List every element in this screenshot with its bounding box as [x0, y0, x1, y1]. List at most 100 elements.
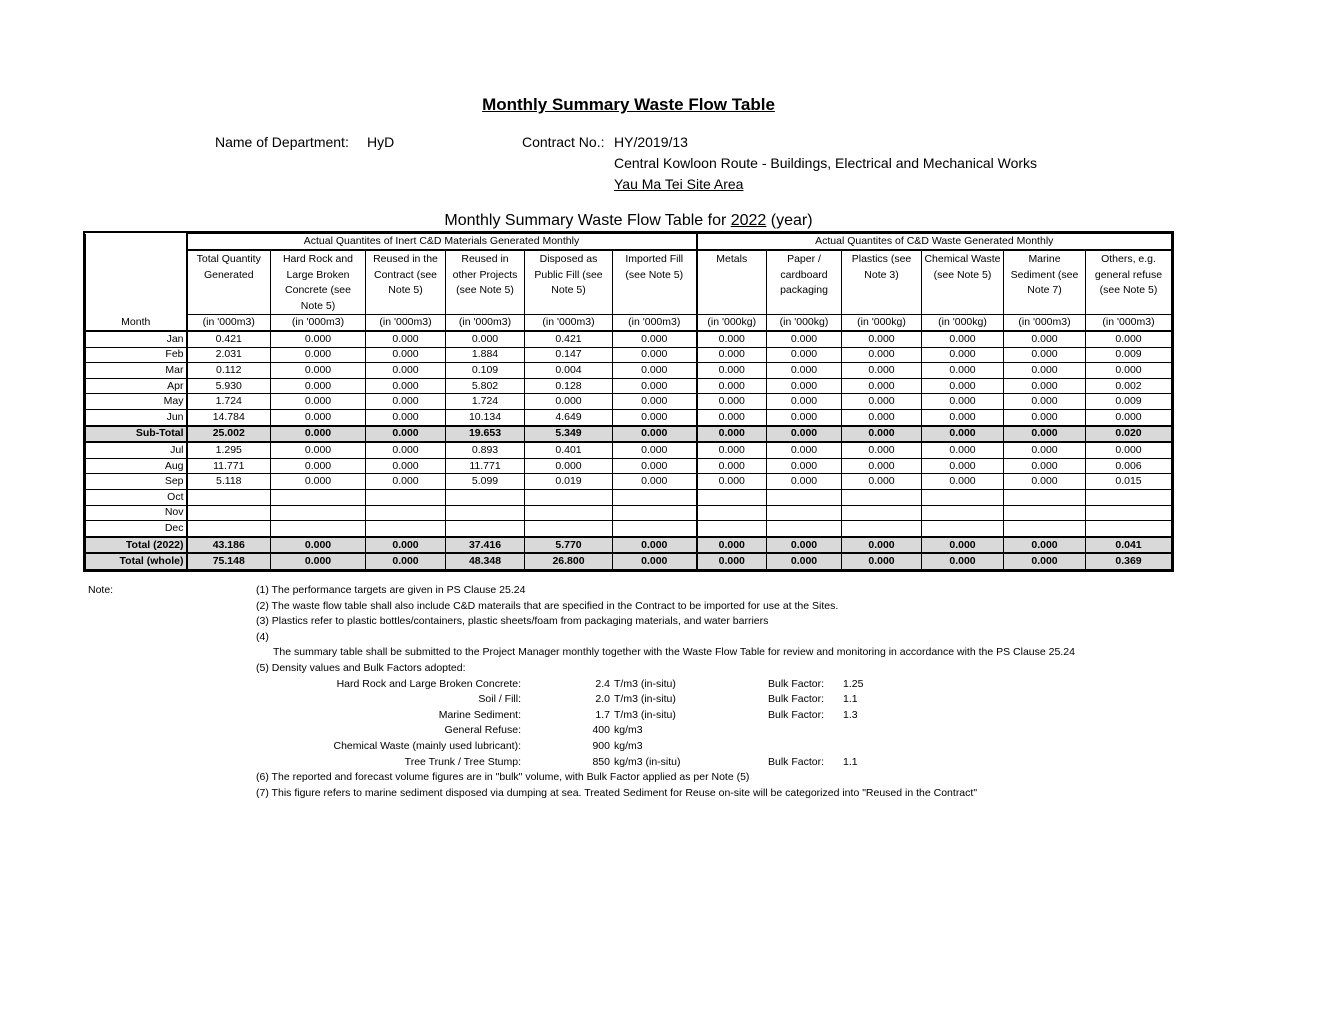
month-cell: Jan: [85, 330, 188, 348]
column-header: Hard Rock and Large Broken Concrete (see…: [270, 249, 366, 315]
value-cell: 0.000: [766, 552, 842, 570]
column-header: Imported Fill (see Note 5): [612, 249, 697, 315]
value-cell: 0.000: [841, 457, 922, 475]
value-cell: 0.015: [1085, 473, 1172, 490]
value-cell: 0.000: [921, 457, 1004, 475]
value-cell: 0.000: [524, 393, 613, 410]
density-unit: T/m3 (in-situ): [614, 693, 676, 706]
table-row: Jul 1.295 0.000 0.000 0.893 0.401 0.000 0.000 0.…: [85, 441, 1172, 459]
value-cell: 0.000: [365, 535, 446, 554]
value-cell: 0.000: [695, 457, 767, 475]
bulk-factor-label: Bulk Factor:: [768, 755, 825, 768]
value-cell: [695, 488, 767, 506]
month-cell: Nov: [85, 504, 188, 522]
column-unit: (in '000m3): [445, 314, 525, 332]
value-cell: [186, 488, 271, 506]
value-cell: 5.118: [186, 473, 271, 490]
value-cell: 0.109: [445, 362, 525, 379]
table-row: Nov: [85, 504, 1172, 522]
value-cell: [1003, 520, 1086, 538]
note-item: (2) The waste flow table shall also incl…: [256, 599, 839, 612]
value-cell: 0.000: [1085, 362, 1172, 379]
value-cell: 10.134: [445, 408, 525, 427]
value-cell: 0.000: [365, 424, 446, 443]
column-header: Marine Sediment (see Note 7): [1003, 249, 1086, 315]
month-cell: Dec: [85, 520, 188, 538]
value-cell: 0.000: [1085, 330, 1172, 348]
value-cell: 0.000: [270, 330, 366, 348]
value-cell: 0.000: [695, 552, 767, 570]
density-material: Tree Trunk / Tree Stump:: [404, 755, 521, 768]
value-cell: [841, 520, 922, 538]
value-cell: 0.000: [695, 362, 767, 379]
value-cell: [921, 488, 1004, 506]
month-cell: Oct: [85, 488, 188, 506]
value-cell: 0.369: [1085, 552, 1172, 570]
value-cell: 0.000: [1003, 473, 1086, 490]
density-value: 850: [592, 755, 610, 768]
month-header: Month: [85, 314, 188, 332]
value-cell: [695, 520, 767, 538]
density-value: 2.4: [595, 677, 610, 690]
value-cell: 0.000: [766, 424, 842, 443]
value-cell: 0.000: [695, 393, 767, 410]
value-cell: 0.000: [612, 330, 697, 348]
value-cell: [524, 520, 613, 538]
value-cell: 0.000: [766, 330, 842, 348]
value-cell: [612, 504, 697, 522]
value-cell: 0.000: [270, 473, 366, 490]
density-value: 2.0: [595, 693, 610, 706]
value-cell: 0.000: [766, 473, 842, 490]
value-cell: 0.000: [1003, 408, 1086, 427]
value-cell: 0.000: [766, 457, 842, 475]
month-cell: Sep: [85, 473, 188, 490]
value-cell: 0.000: [695, 408, 767, 427]
value-cell: [921, 520, 1004, 538]
value-cell: 0.000: [445, 330, 525, 348]
value-cell: 75.148: [186, 552, 271, 570]
column-unit: (in '000kg): [921, 314, 1004, 332]
value-cell: [1085, 520, 1172, 538]
value-cell: 0.000: [1003, 424, 1086, 443]
units-row: Month (in '000m3) (in '000m3) (in '000m3) (i…: [85, 314, 1172, 332]
value-cell: 0.000: [841, 362, 922, 379]
value-cell: 0.000: [365, 346, 446, 364]
value-cell: 0.000: [1003, 346, 1086, 364]
value-cell: 0.000: [270, 552, 366, 570]
value-cell: 0.000: [270, 441, 366, 459]
value-cell: 0.421: [186, 330, 271, 348]
column-unit: (in '000m3): [365, 314, 446, 332]
value-cell: 0.009: [1085, 393, 1172, 410]
month-cell: Sub-Total: [85, 424, 188, 443]
bulk-factor-label: Bulk Factor:: [768, 677, 825, 690]
value-cell: 0.000: [695, 330, 767, 348]
column-header-row: Total Quantity Generated Hard Rock and La…: [85, 249, 1172, 315]
density-value: 400: [592, 724, 610, 737]
value-cell: 0.002: [1085, 377, 1172, 395]
value-cell: [445, 504, 525, 522]
value-cell: 0.041: [1085, 535, 1172, 554]
column-unit: (in '000kg): [841, 314, 922, 332]
value-cell: 0.000: [270, 424, 366, 443]
value-cell: 0.421: [524, 330, 613, 348]
value-cell: 0.000: [612, 473, 697, 490]
table-row: Aug 11.771 0.000 0.000 11.771 0.000 0.000 0.000…: [85, 457, 1172, 475]
note-item: (1) The performance targets are given in…: [256, 584, 526, 596]
site-area: Yau Ma Tei Site Area: [614, 176, 744, 192]
department-label: Name of Department:: [215, 134, 349, 150]
value-cell: [270, 504, 366, 522]
value-cell: 0.000: [612, 441, 697, 459]
value-cell: 0.000: [921, 393, 1004, 410]
month-cell: Mar: [85, 362, 188, 379]
value-cell: 0.000: [365, 457, 446, 475]
column-unit: (in '000m3): [1003, 314, 1086, 332]
value-cell: 11.771: [445, 457, 525, 475]
value-cell: 0.000: [841, 377, 922, 395]
value-cell: [445, 488, 525, 506]
table-row: Jun 14.784 0.000 0.000 10.134 4.649 0.000 0.000…: [85, 408, 1172, 427]
note-4-text: The summary table shall be submitted to …: [273, 646, 1075, 659]
notes-label: Note:: [88, 584, 114, 596]
value-cell: 5.099: [445, 473, 525, 490]
column-header: Reused in other Projects (see Note 5): [445, 249, 525, 315]
value-cell: 0.009: [1085, 346, 1172, 364]
